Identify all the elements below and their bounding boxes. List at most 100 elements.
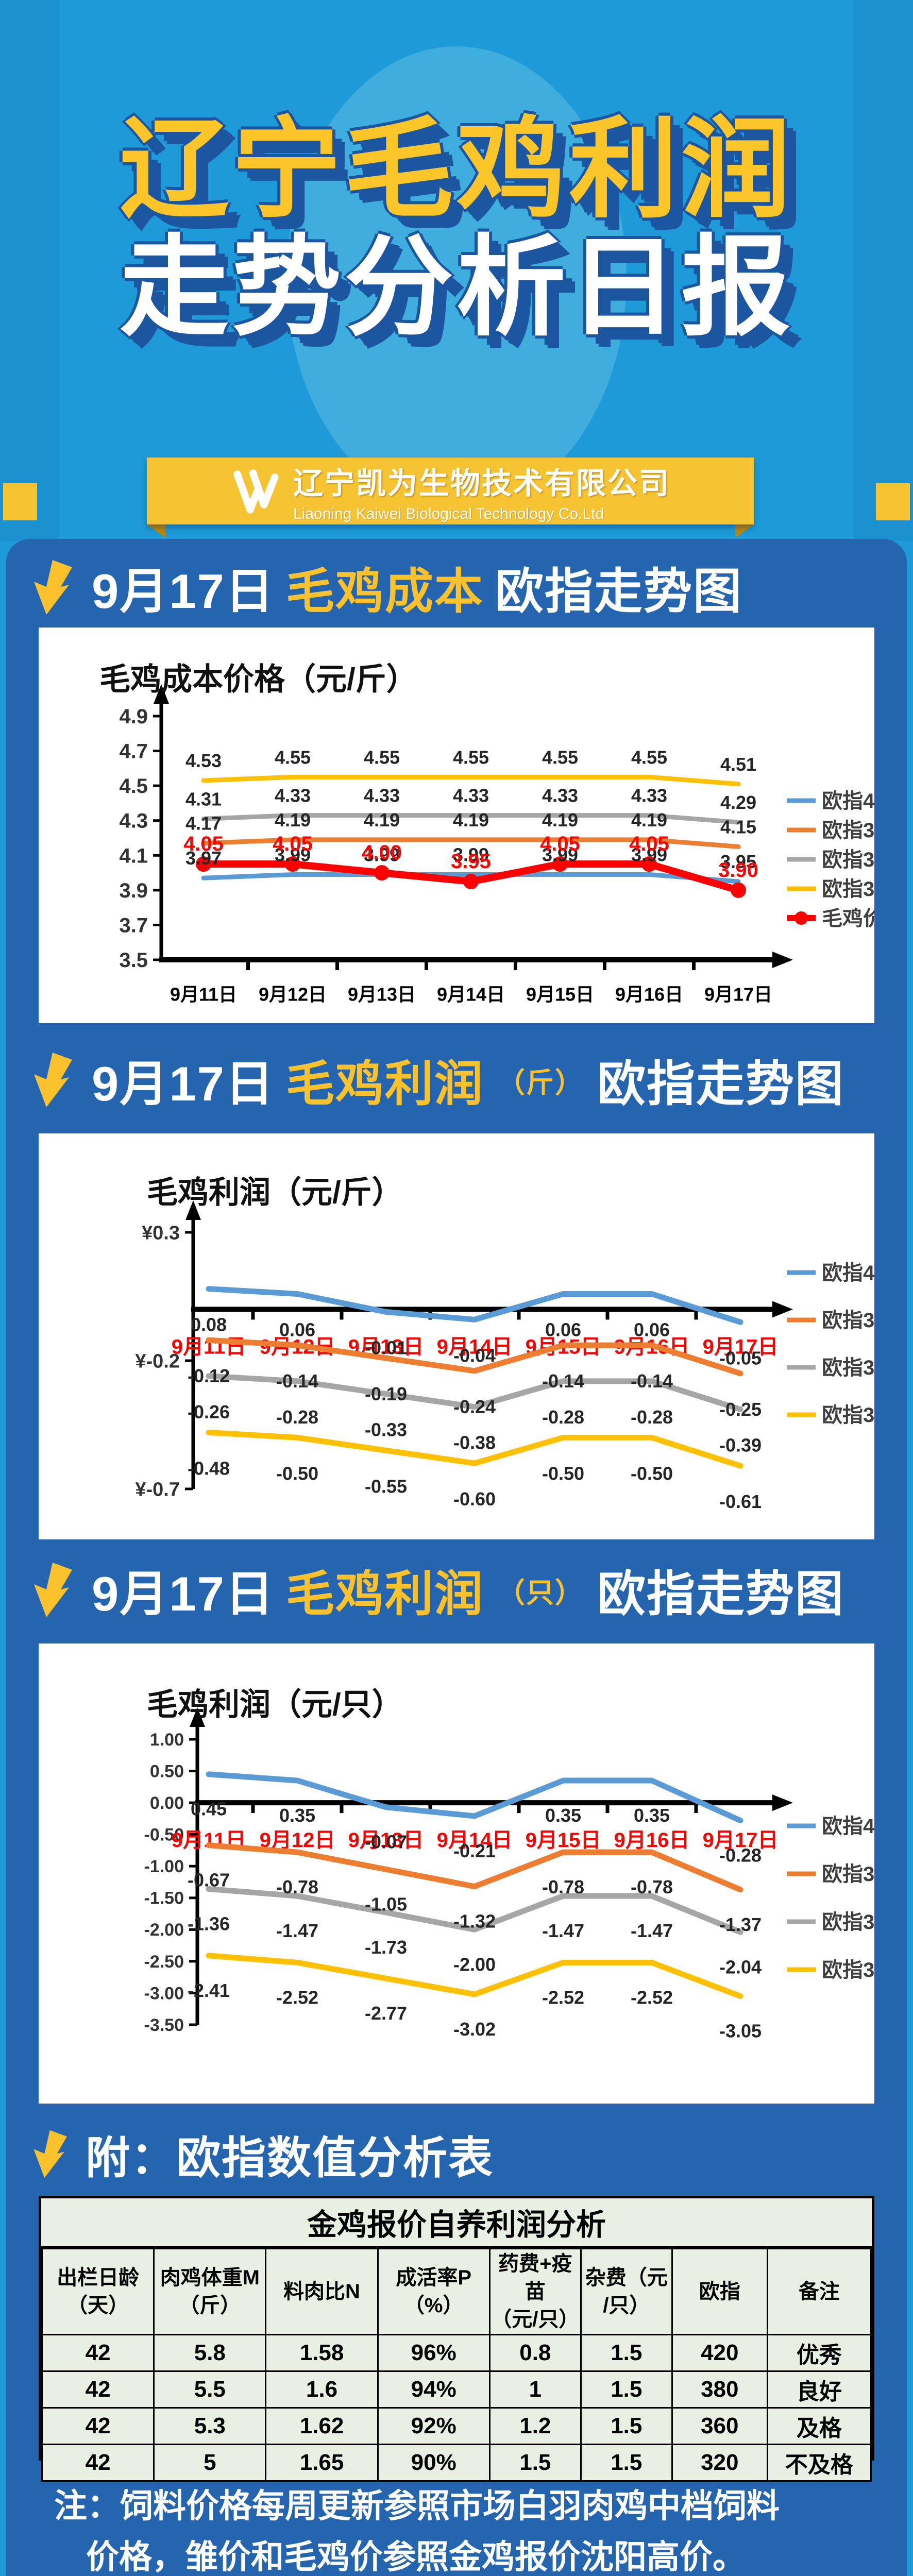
svg-text:-0.12: -0.12: [188, 1365, 230, 1386]
table-cell: 42: [41, 2444, 155, 2482]
svg-text:4.19: 4.19: [275, 809, 311, 831]
table-header-cell: 出栏日龄 （天）: [41, 2248, 155, 2335]
cost-chart-card: 毛鸡成本价格（元/斤） 4.9 4.7 4.5 4.3 4.1 3.9 3.7 3.5 9月11…: [39, 628, 874, 1023]
svg-text:-2.52: -2.52: [276, 1987, 318, 2008]
table-cell: 42: [41, 2407, 155, 2445]
svg-text:-0.01: -0.01: [365, 1337, 407, 1358]
table-cell: 5.8: [153, 2334, 267, 2372]
svg-text:3.9: 3.9: [119, 879, 148, 902]
arrow-down-left-icon: [34, 1563, 72, 1617]
svg-text:-0.14: -0.14: [631, 1370, 673, 1392]
svg-text:-2.00: -2.00: [144, 1920, 184, 1940]
table-cell: 1.65: [265, 2444, 379, 2482]
svg-text:-1.00: -1.00: [144, 1857, 184, 1876]
svg-text:-0.38: -0.38: [453, 1432, 496, 1453]
table-cell: 320: [671, 2444, 768, 2482]
table-header-cell: 成活率P （%）: [377, 2248, 491, 2335]
svg-text:-1.05: -1.05: [365, 1893, 407, 1914]
svg-text:4.31: 4.31: [185, 788, 222, 809]
svg-text:4.55: 4.55: [275, 747, 311, 768]
svg-text:欧指360: 欧指360: [822, 1911, 874, 1934]
svg-text:4.53: 4.53: [185, 750, 222, 771]
section-header-cost-chart: 9月17日 毛鸡成本 欧指走势图: [31, 552, 742, 622]
profit-per-jin-chart-card: 毛鸡利润（元/斤） ¥0.3 ¥-0.2 ¥-0.7 9月11日 9月12日 9月13日 9…: [39, 1133, 874, 1539]
footnote-line1: 注：饲料价格每周更新参照市场白羽肉鸡中档饲料: [54, 2487, 780, 2524]
section4-label: 附：欧指数值分析表: [86, 2133, 494, 2183]
svg-text:-0.07: -0.07: [365, 1832, 407, 1853]
svg-text:0.35: 0.35: [545, 1805, 581, 1826]
section2-unit: （斤）: [497, 1067, 584, 1098]
svg-text:¥-0.7: ¥-0.7: [135, 1479, 180, 1500]
footnote: 注：饲料价格每周更新参照市场白羽肉鸡中档饲料 价格，雏价和毛鸡价参照金鸡报价沈阳…: [54, 2481, 863, 2576]
section3-suffix: 欧指走势图: [597, 1567, 844, 1621]
profit-jin-chart-title: 毛鸡利润（元/斤）: [147, 1175, 403, 1210]
svg-text:-2.50: -2.50: [144, 1952, 184, 1972]
footnote-line2: 价格，雏价和毛鸡价参照金鸡报价沈阳高价。: [86, 2538, 746, 2576]
table-header-row: 出栏日龄 （天） 肉鸡体重M （斤） 料肉比N 成活率P （%） 药费+疫苗 （元/只） 杂费（元…: [41, 2248, 872, 2335]
table-cell: 380: [671, 2370, 768, 2409]
svg-text:-0.05: -0.05: [719, 1347, 762, 1368]
svg-text:-0.50: -0.50: [542, 1463, 584, 1484]
company-name-en: Liaoning Kaiwei Biological Technology Co…: [293, 505, 604, 522]
svg-text:4.9: 4.9: [119, 705, 148, 728]
table-cell: 1.5: [488, 2444, 582, 2482]
arrow-down-left-icon: [34, 1053, 72, 1107]
section2-suffix: 欧指走势图: [597, 1057, 844, 1111]
svg-text:欧指380: 欧指380: [822, 1309, 874, 1332]
svg-text:-0.61: -0.61: [719, 1491, 762, 1512]
svg-text:3.99: 3.99: [364, 844, 400, 865]
section-header-profit-jin-chart: 9月17日 毛鸡利润 （斤） 欧指走势图: [31, 1045, 844, 1115]
svg-text:欧指360: 欧指360: [822, 1357, 874, 1379]
table-header-cell: 杂费（元/只）: [580, 2248, 673, 2335]
table-cell: 420: [671, 2334, 768, 2372]
section2-date: 9月17日: [92, 1057, 275, 1111]
table-row: 42 5.5 1.6 94% 1 1.5 380 良好: [41, 2370, 872, 2409]
svg-text:9月17日: 9月17日: [704, 984, 772, 1005]
svg-text:-0.55: -0.55: [365, 1476, 407, 1497]
svg-text:-0.14: -0.14: [276, 1370, 318, 1392]
svg-text:-0.14: -0.14: [542, 1370, 584, 1392]
svg-text:0.06: 0.06: [279, 1319, 315, 1341]
svg-text:9月13日: 9月13日: [348, 1829, 424, 1852]
svg-text:欧指380: 欧指380: [822, 819, 874, 842]
ribbon-fold-left: [147, 524, 165, 538]
svg-text:-3.05: -3.05: [719, 2021, 762, 2042]
svg-text:4.33: 4.33: [364, 785, 400, 806]
svg-text:-2.41: -2.41: [188, 1980, 230, 2001]
background-band-left: [0, 0, 59, 541]
section3-highlight: 毛鸡利润: [285, 1567, 484, 1621]
table-cell: 42: [41, 2370, 155, 2409]
background-ellipse: [286, 46, 627, 510]
table-cell: 1.5: [580, 2334, 673, 2372]
svg-text:-3.00: -3.00: [144, 1984, 184, 2003]
table-cell: 及格: [766, 2407, 872, 2445]
svg-text:4.55: 4.55: [453, 747, 489, 768]
table-cell: 0.8: [488, 2334, 582, 2372]
svg-text:0.00: 0.00: [150, 1793, 184, 1813]
svg-text:-0.50: -0.50: [631, 1463, 673, 1484]
svg-text:-1.47: -1.47: [631, 1920, 673, 1941]
svg-text:-0.78: -0.78: [631, 1876, 673, 1897]
svg-text:欧指380: 欧指380: [822, 1863, 874, 1886]
svg-text:-1.73: -1.73: [365, 1937, 407, 1958]
svg-text:-1.36: -1.36: [188, 1913, 230, 1935]
svg-text:4.33: 4.33: [275, 785, 311, 806]
svg-text:-0.24: -0.24: [453, 1396, 496, 1417]
svg-text:-0.50: -0.50: [276, 1463, 318, 1484]
table-header-cell: 肉鸡体重M （斤）: [153, 2248, 267, 2335]
svg-text:3.99: 3.99: [453, 844, 489, 865]
svg-text:-1.32: -1.32: [453, 1911, 496, 1932]
svg-text:¥0.3: ¥0.3: [142, 1222, 180, 1244]
ribbon-end-left: [3, 483, 37, 520]
ribbon-end-right: [876, 483, 910, 520]
svg-text:9月13日: 9月13日: [348, 984, 416, 1005]
svg-text:-0.48: -0.48: [188, 1458, 230, 1479]
profit-zhi-chart-title: 毛鸡利润（元/只）: [147, 1687, 403, 1722]
svg-text:0.50: 0.50: [150, 1761, 184, 1781]
table-header-cell: 欧指: [671, 2248, 768, 2335]
svg-text:0.06: 0.06: [634, 1319, 670, 1341]
table-body: 42 5.8 1.58 96% 0.8 1.5 420 优秀 42 5.5 1.6 94% 1 1.5 38…: [41, 2334, 872, 2482]
svg-text:9月17日: 9月17日: [703, 1829, 779, 1852]
svg-text:0.35: 0.35: [279, 1805, 315, 1826]
